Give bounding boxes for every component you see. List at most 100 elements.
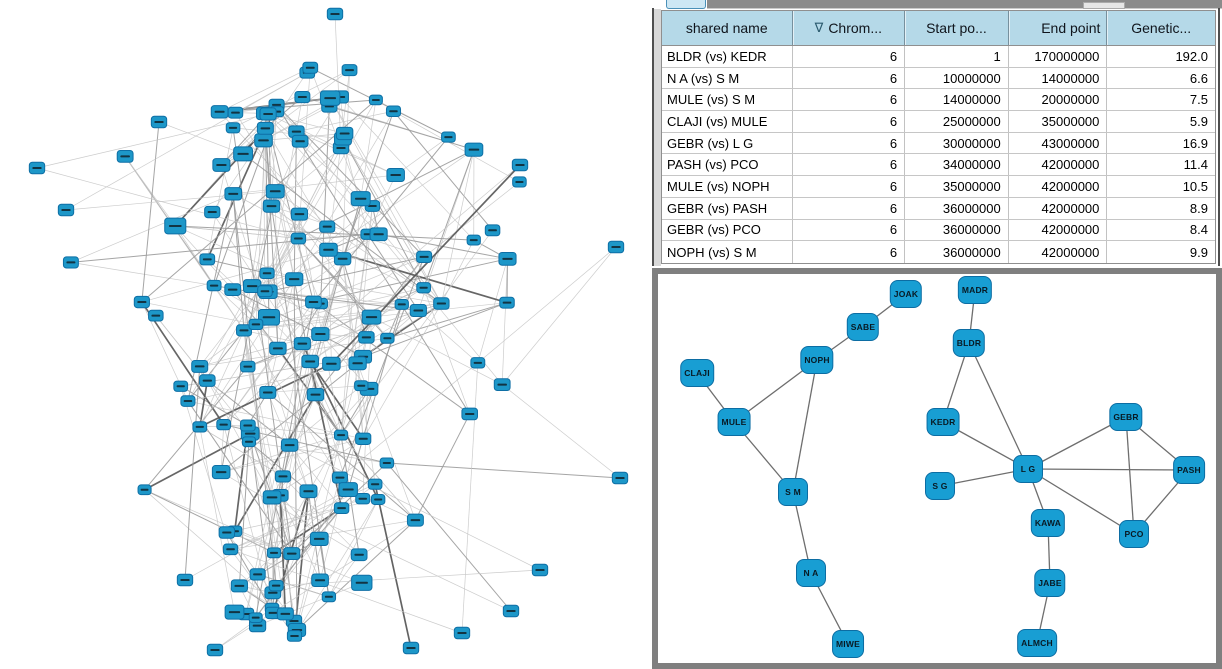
network-node[interactable] xyxy=(311,573,329,587)
subnetwork-node-noph[interactable]: NOPH xyxy=(800,346,834,374)
network-node[interactable] xyxy=(512,176,527,188)
network-node[interactable] xyxy=(311,327,330,342)
network-node[interactable] xyxy=(299,484,318,499)
network-node[interactable] xyxy=(290,232,307,245)
network-node[interactable] xyxy=(464,142,484,157)
network-node[interactable] xyxy=(137,484,152,496)
network-node[interactable] xyxy=(322,356,341,371)
network-node[interactable] xyxy=(259,385,277,399)
network-node[interactable] xyxy=(338,482,358,497)
network-node[interactable] xyxy=(222,543,239,556)
network-node[interactable] xyxy=(233,146,253,162)
network-node[interactable] xyxy=(239,419,256,432)
subnetwork-node-almch[interactable]: ALMCH xyxy=(1017,629,1057,657)
network-node[interactable] xyxy=(380,332,395,344)
network-node[interactable] xyxy=(453,626,471,640)
network-node[interactable] xyxy=(484,224,501,237)
network-node[interactable] xyxy=(224,283,242,297)
network-node[interactable] xyxy=(355,432,372,445)
network-node[interactable] xyxy=(262,490,282,505)
network-node[interactable] xyxy=(262,199,281,213)
subnetwork-node-s-g[interactable]: S G xyxy=(925,472,955,500)
network-node[interactable] xyxy=(350,191,371,207)
network-node[interactable] xyxy=(385,105,402,118)
column-header-shared-name[interactable]: shared name xyxy=(662,11,792,45)
network-node[interactable] xyxy=(326,7,344,21)
network-node[interactable] xyxy=(236,324,252,337)
network-node[interactable] xyxy=(191,359,209,373)
network-node[interactable] xyxy=(502,604,520,618)
network-node[interactable] xyxy=(230,579,248,593)
subnetwork-node-joak[interactable]: JOAK xyxy=(889,280,923,308)
subnetwork-node-bldr[interactable]: BLDR xyxy=(952,329,986,357)
network-node[interactable] xyxy=(265,184,285,199)
network-node[interactable] xyxy=(294,90,311,104)
network-node[interactable] xyxy=(370,493,386,505)
network-node[interactable] xyxy=(249,568,266,581)
column-header-chromosome[interactable]: ∇ Chrom... xyxy=(791,11,905,45)
network-node[interactable] xyxy=(266,547,282,559)
network-node[interactable] xyxy=(358,331,375,344)
network-node[interactable] xyxy=(406,513,424,527)
network-node[interactable] xyxy=(224,187,243,201)
network-node[interactable] xyxy=(206,279,222,292)
network-node[interactable] xyxy=(173,380,189,392)
subnetwork-node-jabe[interactable]: JABE xyxy=(1034,569,1066,597)
subnetwork-node-sabe[interactable]: SABE xyxy=(846,313,880,341)
subnetwork-edge[interactable] xyxy=(968,342,1029,470)
network-node[interactable] xyxy=(199,374,216,387)
toolbar-button-fragment[interactable] xyxy=(666,0,706,9)
network-node[interactable] xyxy=(441,131,456,143)
network-node[interactable] xyxy=(224,604,245,620)
network-node[interactable] xyxy=(211,465,231,480)
network-node[interactable] xyxy=(354,380,369,392)
network-node[interactable] xyxy=(333,429,349,441)
network-node[interactable] xyxy=(280,438,299,452)
network-node[interactable] xyxy=(288,125,305,138)
network-node[interactable] xyxy=(368,94,383,106)
subnetwork-node-kawa[interactable]: KAWA xyxy=(1030,509,1066,537)
network-node[interactable] xyxy=(199,253,216,266)
network-node[interactable] xyxy=(133,295,150,309)
network-node[interactable] xyxy=(511,158,529,172)
subnetwork-node-gebr[interactable]: GEBR xyxy=(1109,403,1143,431)
network-node[interactable] xyxy=(210,105,229,119)
network-node[interactable] xyxy=(369,227,388,242)
network-node[interactable] xyxy=(379,457,395,469)
network-node[interactable] xyxy=(321,591,337,603)
network-node[interactable] xyxy=(493,378,511,392)
network-node[interactable] xyxy=(240,360,256,373)
network-node[interactable] xyxy=(291,134,309,148)
network-node[interactable] xyxy=(225,122,241,134)
network-node[interactable] xyxy=(402,641,420,655)
network-node[interactable] xyxy=(461,407,478,421)
network-node[interactable] xyxy=(290,207,309,221)
network-node[interactable] xyxy=(394,298,409,310)
network-node[interactable] xyxy=(269,341,287,356)
network-node[interactable] xyxy=(257,285,273,298)
network-node[interactable] xyxy=(176,573,194,587)
subnetwork-node-pco[interactable]: PCO xyxy=(1119,520,1149,548)
column-header-start-position[interactable]: Start po... xyxy=(904,11,1008,45)
column-header-end-point[interactable]: End point xyxy=(1007,11,1107,45)
network-node[interactable] xyxy=(116,149,134,163)
subnetwork-node-miwe[interactable]: MIWE xyxy=(832,630,864,658)
network-node[interactable] xyxy=(293,337,311,351)
network-node[interactable] xyxy=(361,309,382,325)
network-node[interactable] xyxy=(218,526,236,539)
network-node[interactable] xyxy=(259,267,275,280)
network-node[interactable] xyxy=(227,106,244,119)
network-node[interactable] xyxy=(180,395,196,407)
table-row[interactable]: MULE (vs) S M 6 14000000 20000000 7.5 xyxy=(662,89,1215,112)
subnetwork-node-pash[interactable]: PASH xyxy=(1173,456,1205,484)
network-node[interactable] xyxy=(367,478,383,490)
network-node[interactable] xyxy=(259,107,277,121)
column-header-genetic-distance[interactable]: Genetic... xyxy=(1106,11,1215,45)
network-node[interactable] xyxy=(276,607,294,621)
network-node[interactable] xyxy=(386,167,405,183)
subnetwork-node-l-g[interactable]: L G xyxy=(1013,455,1043,483)
table-row[interactable]: BLDR (vs) KEDR 6 1 170000000 192.0 xyxy=(662,46,1215,68)
network-node[interactable] xyxy=(206,643,224,657)
table-row[interactable]: PASH (vs) PCO 6 34000000 42000000 11.4 xyxy=(662,154,1215,177)
subnetwork-edge[interactable] xyxy=(1027,468,1135,535)
